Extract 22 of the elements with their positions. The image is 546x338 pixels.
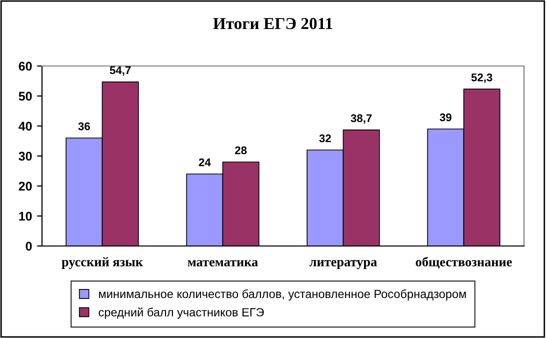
x-tick-label: обществознание xyxy=(416,256,512,269)
data-label: 24 xyxy=(198,158,211,166)
y-tick-label: 50 xyxy=(18,92,32,101)
legend-label: минимальное количество баллов, установленное Рособрнадзором xyxy=(99,289,466,300)
data-label: 28 xyxy=(235,146,247,154)
y-tick-label: 30 xyxy=(18,152,32,161)
y-tick-label: 40 xyxy=(18,122,32,131)
data-label: 52,3 xyxy=(471,73,492,83)
legend-label: средний балл участников ЕГЭ xyxy=(98,308,264,319)
y-tick-label: 0 xyxy=(26,242,32,251)
data-label: 38,7 xyxy=(350,114,372,124)
x-tick-label: русский язык xyxy=(62,257,143,270)
data-label: 36 xyxy=(78,122,90,130)
data-label: 54,7 xyxy=(110,66,131,76)
x-tick-label: математика xyxy=(188,260,258,266)
y-tick-label: 10 xyxy=(19,212,32,221)
y-tick-label: 60 xyxy=(18,62,32,71)
data-label: 39 xyxy=(440,113,452,122)
chart-title: Итоги ЕГЭ 2011 xyxy=(213,18,332,30)
data-label: 32 xyxy=(319,134,331,142)
y-tick-label: 20 xyxy=(18,182,32,191)
x-tick-label: литература xyxy=(310,260,377,270)
